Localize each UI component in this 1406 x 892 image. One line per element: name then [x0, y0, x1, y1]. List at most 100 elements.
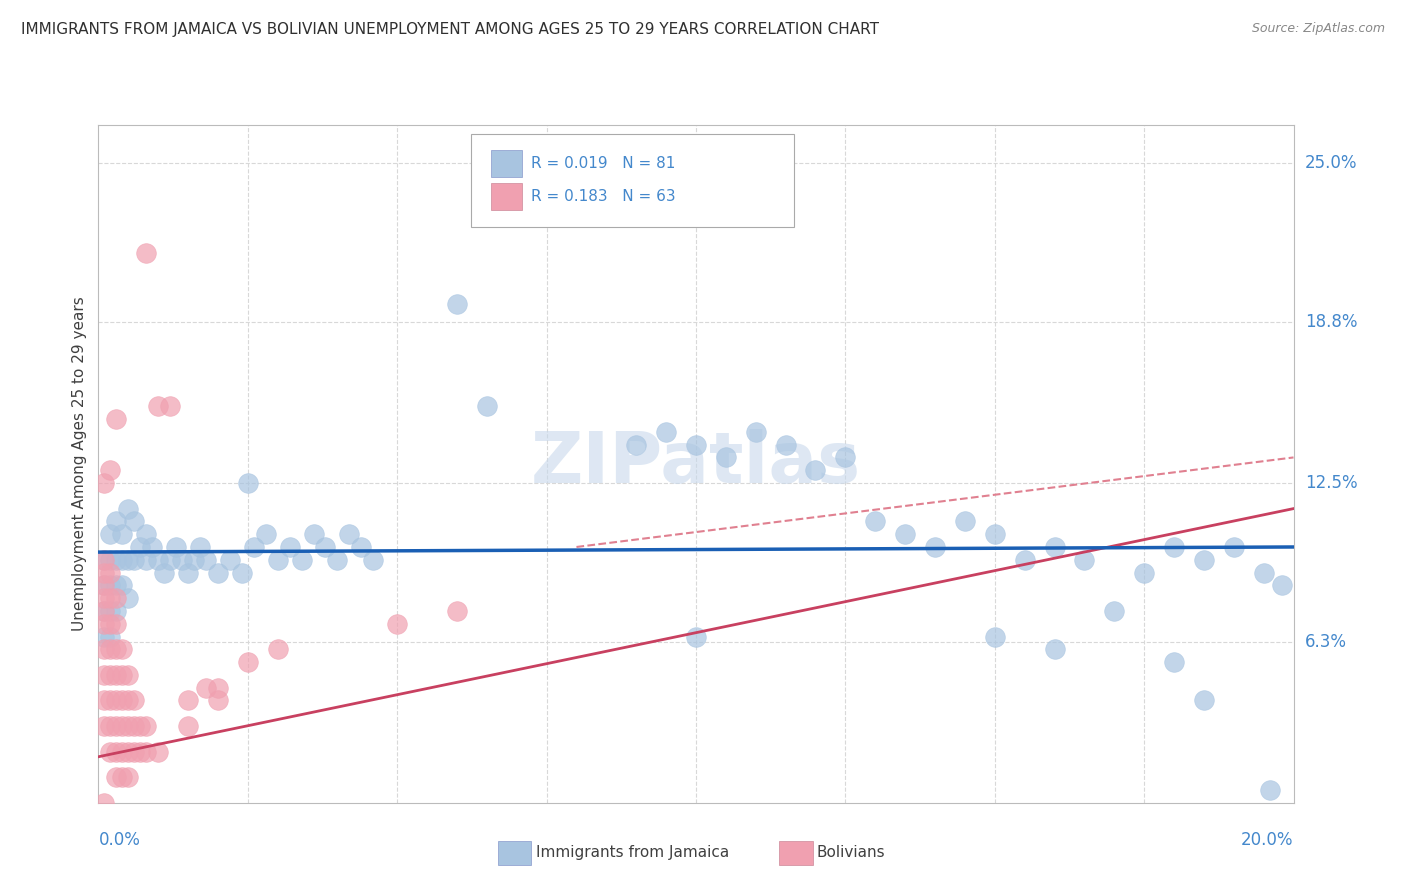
Point	[207, 681, 229, 695]
Point	[267, 553, 290, 567]
Point	[93, 604, 115, 618]
Point	[98, 527, 122, 541]
Point	[924, 540, 946, 554]
Point	[98, 553, 122, 567]
Point	[148, 399, 170, 413]
Point	[93, 591, 115, 606]
Point	[1014, 553, 1036, 567]
Point	[111, 668, 134, 682]
Point	[98, 630, 122, 644]
Point	[475, 399, 498, 413]
Point	[93, 616, 115, 631]
Point	[105, 770, 128, 784]
Point	[1192, 553, 1215, 567]
Point	[117, 770, 139, 784]
Point	[624, 437, 647, 451]
Text: 6.3%: 6.3%	[1305, 632, 1347, 650]
Point	[98, 719, 122, 733]
Text: 20.0%: 20.0%	[1241, 831, 1294, 849]
Point	[865, 515, 887, 529]
Point	[153, 566, 176, 580]
Point	[745, 425, 768, 439]
Point	[1043, 540, 1066, 554]
Point	[105, 668, 128, 682]
Point	[98, 745, 122, 759]
Point	[1192, 693, 1215, 707]
Point	[111, 553, 134, 567]
Point	[93, 719, 115, 733]
Point	[141, 540, 163, 554]
Point	[135, 245, 157, 260]
Point	[177, 693, 200, 707]
Point	[93, 693, 115, 707]
Point	[98, 616, 122, 631]
Point	[105, 578, 128, 592]
Point	[98, 668, 122, 682]
Point	[117, 501, 139, 516]
Point	[339, 527, 360, 541]
Point	[219, 553, 242, 567]
Point	[983, 630, 1005, 644]
Point	[117, 693, 139, 707]
Point	[117, 553, 139, 567]
Point	[685, 630, 707, 644]
Point	[165, 540, 187, 554]
Point	[105, 616, 128, 631]
Point	[129, 540, 152, 554]
Point	[98, 591, 122, 606]
Point	[983, 527, 1005, 541]
Point	[254, 527, 277, 541]
Point	[93, 578, 115, 592]
Point	[385, 616, 409, 631]
Point	[98, 604, 122, 618]
Point	[105, 719, 128, 733]
Point	[177, 566, 200, 580]
Text: Immigrants from Jamaica: Immigrants from Jamaica	[536, 846, 728, 860]
Point	[159, 399, 181, 413]
Point	[135, 745, 157, 759]
Point	[834, 450, 856, 465]
Point	[105, 515, 128, 529]
Point	[105, 553, 128, 567]
Point	[290, 553, 312, 567]
Point	[207, 566, 229, 580]
Point	[124, 719, 146, 733]
Point	[93, 553, 115, 567]
Point	[363, 553, 385, 567]
Point	[111, 693, 134, 707]
Point	[350, 540, 373, 554]
Point	[236, 476, 259, 491]
Point	[135, 719, 157, 733]
Point	[236, 655, 259, 669]
Point	[1163, 540, 1185, 554]
Text: R = 0.183   N = 63: R = 0.183 N = 63	[531, 189, 676, 203]
Point	[98, 642, 122, 657]
Point	[135, 553, 157, 567]
Text: 12.5%: 12.5%	[1305, 474, 1357, 492]
Point	[1104, 604, 1126, 618]
Point	[278, 540, 301, 554]
Point	[302, 527, 325, 541]
Point	[135, 527, 157, 541]
Point	[117, 668, 139, 682]
Point	[1043, 642, 1066, 657]
Text: Bolivians: Bolivians	[817, 846, 886, 860]
Point	[129, 719, 152, 733]
Point	[1253, 566, 1275, 580]
Point	[953, 515, 976, 529]
Point	[117, 745, 139, 759]
Point	[775, 437, 797, 451]
Point	[93, 578, 115, 592]
Point	[105, 591, 128, 606]
Point	[98, 566, 122, 580]
Point	[93, 566, 115, 580]
Point	[315, 540, 337, 554]
Point	[124, 693, 146, 707]
Point	[172, 553, 194, 567]
Point	[446, 604, 468, 618]
Point	[98, 578, 122, 592]
Point	[105, 693, 128, 707]
Point	[183, 553, 205, 567]
Point	[105, 604, 128, 618]
Text: 0.0%: 0.0%	[98, 831, 141, 849]
